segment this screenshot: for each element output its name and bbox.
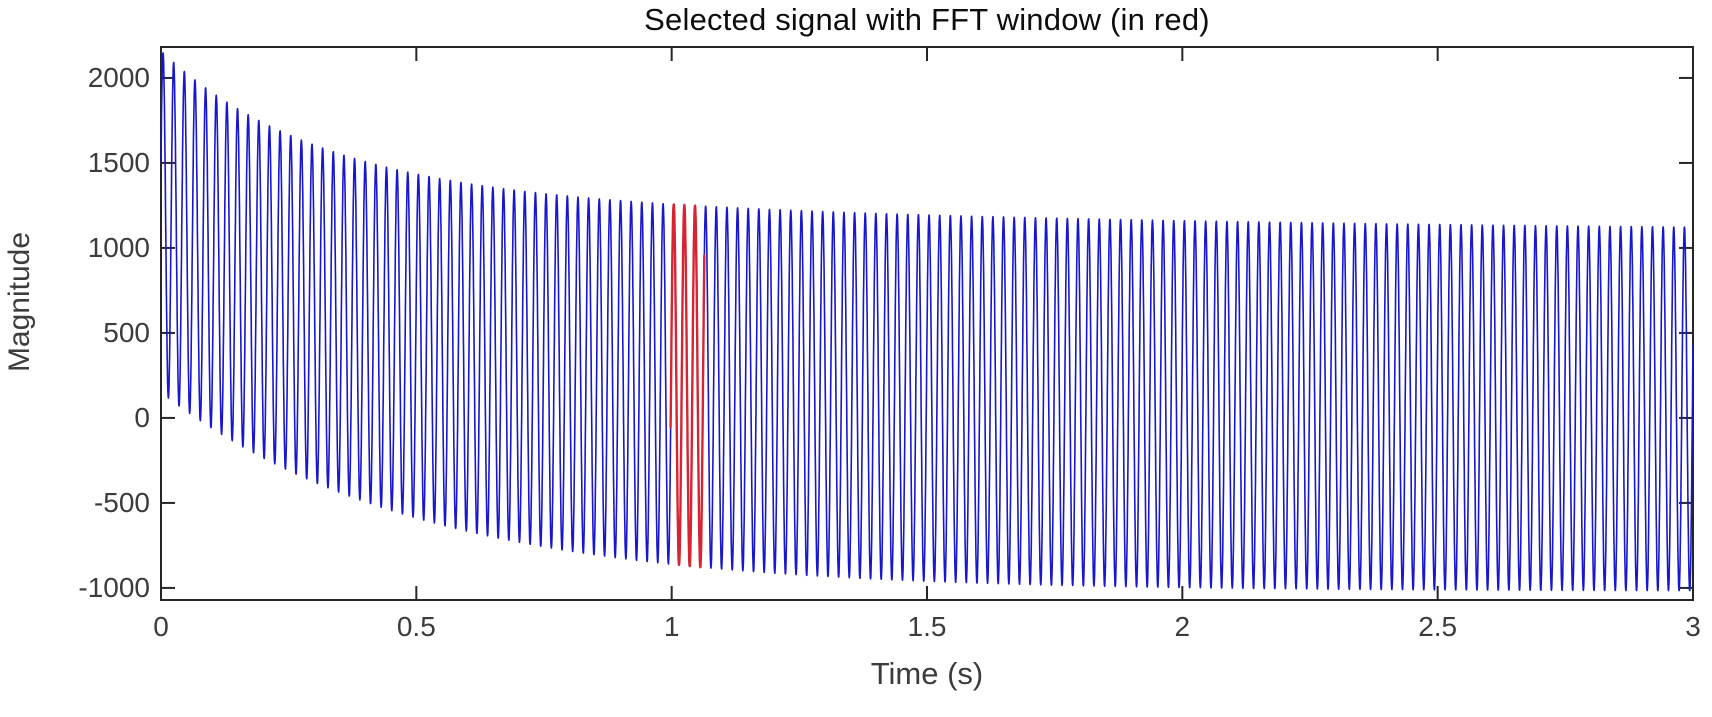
x-tick-label: 2.5 xyxy=(1418,611,1458,642)
y-tick-label: 0 xyxy=(134,401,150,433)
y-tick-label: 2000 xyxy=(87,61,150,93)
y-tick-label: -1000 xyxy=(78,571,150,603)
y-tick-label: -500 xyxy=(93,486,150,518)
x-tick-label: 0.5 xyxy=(396,611,436,642)
signal-trace xyxy=(160,52,1694,592)
x-tick-label: 1 xyxy=(663,611,680,642)
x-tick-label: 0 xyxy=(153,611,169,642)
y-tick-label: 1500 xyxy=(87,146,150,178)
y-tick-label: 500 xyxy=(103,316,150,348)
fft-window-trace xyxy=(669,203,706,569)
x-axis-label: Time (s) xyxy=(870,656,984,691)
y-tick-label: 1000 xyxy=(87,231,150,263)
chart-title: Selected signal with FFT window (in red) xyxy=(644,2,1210,37)
x-tick-label: 1.5 xyxy=(907,611,947,642)
x-tick-label: 2 xyxy=(1174,611,1191,642)
x-tick-label: 3 xyxy=(1685,611,1701,642)
